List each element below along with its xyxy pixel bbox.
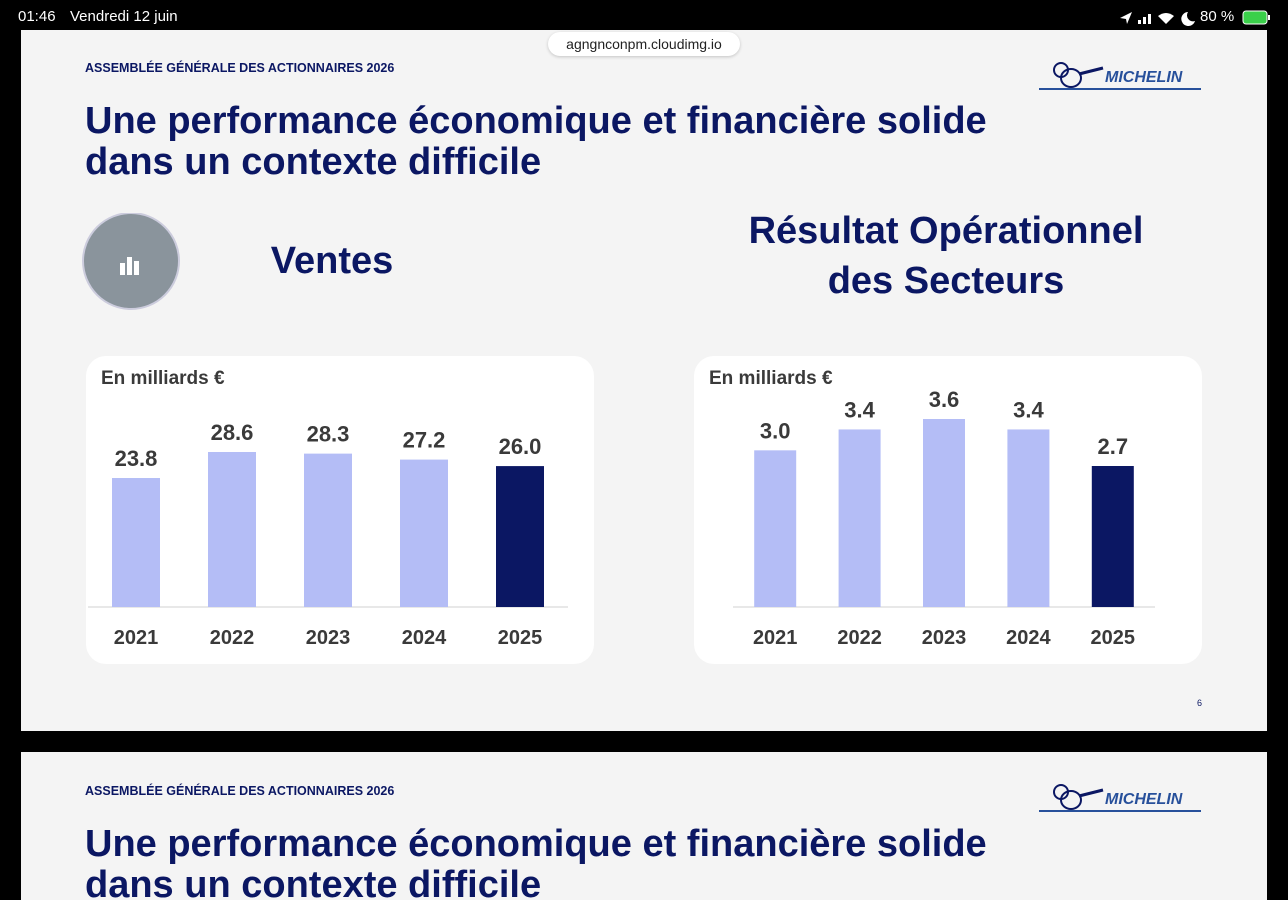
bar (304, 453, 352, 607)
bar (1091, 466, 1134, 607)
value-label: 2.7 (1098, 434, 1129, 459)
x-tick-label: 2022 (210, 627, 255, 649)
url-bar[interactable]: agngnconpm.cloudimg.io (548, 32, 740, 56)
chart-subtitle: En milliards € (101, 368, 225, 389)
slide-title-line: Une performance économique et financière… (85, 100, 987, 142)
chart-card: En milliards € 3.0 2021 3.4 2022 3.6 2023 3.4 20… (694, 356, 1202, 664)
bar (400, 459, 448, 607)
date: Vendredi 12 juin (70, 8, 178, 25)
value-label: 28.6 (211, 420, 254, 445)
x-tick-label: 2023 (306, 627, 351, 649)
logo-text: MICHELIN (1105, 791, 1183, 808)
x-tick-label: 2021 (114, 627, 159, 649)
value-label: 26.0 (499, 434, 542, 459)
bar (838, 429, 881, 607)
bar (1007, 429, 1050, 607)
bar (496, 466, 544, 607)
chart-subtitle: En milliards € (709, 368, 833, 389)
battery-icon (1242, 10, 1270, 25)
slide: ASSEMBLÉE GÉNÉRALE DES ACTIONNAIRES 2026… (21, 30, 1267, 731)
x-tick-label: 2024 (1006, 627, 1051, 649)
value-label: 3.4 (1013, 397, 1044, 422)
chart: En milliards € 3.0 2021 3.4 2022 3.6 2023 3.4 20… (709, 368, 1155, 649)
bar (923, 419, 965, 607)
value-label: 23.8 (115, 446, 158, 471)
slide-header: ASSEMBLÉE GÉNÉRALE DES ACTIONNAIRES 2026 (85, 784, 395, 798)
value-label: 3.4 (844, 397, 875, 422)
status-icons (1120, 12, 1195, 26)
battery-level: 80 % (1200, 8, 1235, 25)
chart-title: des Secteurs (827, 260, 1065, 302)
chart-title: Résultat Opérationnel (748, 210, 1144, 252)
chart: En milliards € 23.8 2021 28.6 2022 28.3 2023 27… (88, 368, 568, 649)
x-tick-label: 2023 (922, 627, 967, 649)
slide-title-line: dans un contexte difficile (85, 141, 542, 183)
bar (754, 450, 797, 607)
x-tick-label: 2025 (498, 627, 543, 649)
value-label: 27.2 (403, 428, 446, 453)
logo: MICHELIN (1039, 62, 1201, 90)
chart-title: Ventes (270, 240, 394, 282)
illustration (82, 213, 180, 310)
slide: ASSEMBLÉE GÉNÉRALE DES ACTIONNAIRES 2026… (21, 752, 1267, 900)
x-tick-label: 2022 (837, 627, 882, 649)
value-label: 3.0 (760, 418, 791, 443)
x-tick-label: 2025 (1091, 627, 1136, 649)
x-tick-label: 2021 (753, 627, 798, 649)
bar (112, 478, 160, 607)
time: 01:46 (18, 8, 56, 25)
slide-header: ASSEMBLÉE GÉNÉRALE DES ACTIONNAIRES 2026 (85, 61, 395, 75)
value-label: 28.3 (307, 422, 350, 447)
value-label: 3.6 (929, 387, 960, 412)
logo: MICHELIN (1039, 784, 1201, 812)
slide-title-line: dans un contexte difficile (85, 864, 542, 900)
slide-title-line: Une performance économique et financière… (85, 823, 987, 865)
bar (208, 452, 256, 607)
page-number: 6 (1197, 698, 1203, 708)
x-tick-label: 2024 (402, 627, 447, 649)
chart-card: En milliards € 23.8 2021 28.6 2022 28.3 2023 27… (86, 356, 594, 664)
logo-text: MICHELIN (1105, 69, 1183, 86)
